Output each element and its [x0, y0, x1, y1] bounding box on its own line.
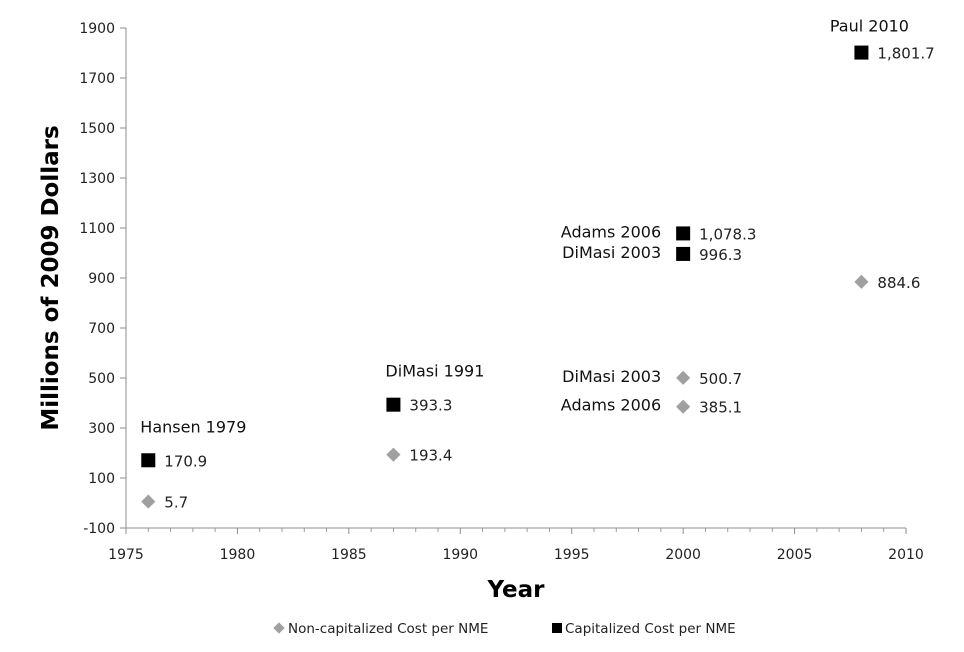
study-annotation: Hansen 1979 [140, 417, 246, 436]
legend-marker-capitalized [552, 623, 562, 633]
x-tick-label: 2000 [665, 547, 701, 563]
y-tick-label: 300 [88, 421, 115, 437]
data-value-label: 996.3 [699, 246, 742, 264]
x-tick-label: 1980 [220, 547, 256, 563]
y-tick-label: 1300 [79, 171, 115, 187]
capitalized-point [854, 45, 869, 60]
data-value-label: 5.7 [164, 494, 188, 512]
capitalized-point [141, 453, 156, 468]
y-tick-label: 1100 [79, 221, 115, 237]
y-tick-label: 700 [88, 321, 115, 337]
y-tick-label: 1500 [79, 121, 115, 137]
legend: Non-capitalized Cost per NME Capitalized… [273, 621, 736, 637]
x-tick-label: 1990 [442, 547, 478, 563]
non-capitalized-point [141, 494, 156, 509]
x-tick-label: 1995 [554, 547, 590, 563]
study-annotations: Hansen 1979 DiMasi 1991 Adams 2006 DiMasi 2… [140, 17, 909, 437]
legend-label-non-capitalized: Non-capitalized Cost per NME [288, 621, 488, 637]
non-capitalized-point [676, 370, 691, 385]
y-tick-label: 1900 [79, 21, 115, 37]
study-annotation: Adams 2006 [561, 396, 661, 415]
non-capitalized-point [854, 274, 869, 289]
study-annotation: DiMasi 2003 [562, 367, 661, 386]
data-value-label: 1,801.7 [877, 45, 934, 63]
study-annotation: DiMasi 2003 [562, 243, 661, 262]
x-tick-label: 2005 [777, 547, 813, 563]
non-capitalized-point [386, 447, 401, 462]
y-tick-label: 100 [88, 471, 115, 487]
y-tick-label: 500 [88, 371, 115, 387]
y-axis-title: Millions of 2009 Dollars [38, 125, 64, 430]
y-tick-label: 1700 [79, 71, 115, 87]
study-annotation: Adams 2006 [561, 222, 661, 241]
data-marks: 5.7 193.4 500.7 385.1 884.6 170.9 393.3 1,078.3… [141, 45, 935, 512]
capitalized-point [676, 246, 691, 261]
y-tick-label: -100 [83, 521, 115, 537]
x-axis-ticks: 1975 1980 1985 1990 1995 2000 2005 2010 [108, 528, 924, 563]
data-value-label: 500.7 [699, 370, 742, 388]
legend-marker-non-capitalized [273, 622, 285, 634]
study-annotation: DiMasi 1991 [385, 362, 484, 381]
y-tick-label: 900 [88, 271, 115, 287]
x-tick-label: 1985 [331, 547, 367, 563]
non-capitalized-point [676, 399, 691, 414]
y-axis-ticks: -100 100 300 500 700 900 1100 1300 1500 1700 1900 [79, 21, 126, 537]
x-tick-label: 2010 [888, 547, 924, 563]
study-annotation: Paul 2010 [830, 17, 909, 36]
legend-label-capitalized: Capitalized Cost per NME [565, 621, 736, 637]
capitalized-point [676, 226, 691, 241]
data-value-label: 1,078.3 [699, 225, 756, 243]
data-value-label: 170.9 [164, 452, 207, 470]
data-value-label: 393.3 [409, 397, 452, 415]
data-value-label: 884.6 [877, 274, 920, 292]
x-tick-label: 1975 [108, 547, 144, 563]
data-value-label: 385.1 [699, 399, 742, 417]
data-value-label: 193.4 [409, 447, 452, 465]
x-axis-title: Year [486, 577, 545, 603]
capitalized-point [386, 397, 401, 412]
